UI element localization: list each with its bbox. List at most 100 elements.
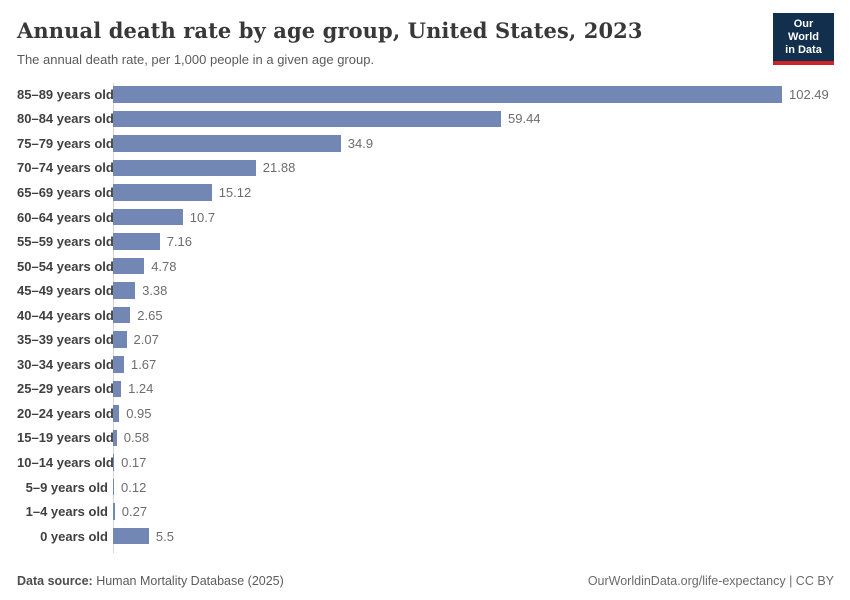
bar-track: 59.44	[113, 107, 834, 132]
bar-track: 102.49	[113, 82, 834, 107]
category-label: 40–44 years old	[17, 307, 114, 323]
footer-attribution: OurWorldinData.org/life-expectancy | CC …	[588, 574, 834, 588]
bar-row: 35–39 years old 2.07	[17, 327, 834, 352]
category-label: 20–24 years old	[17, 405, 114, 421]
category-label: 45–49 years old	[17, 283, 114, 299]
category-label: 60–64 years old	[17, 209, 114, 225]
data-source: Data source: Human Mortality Database (2…	[17, 574, 284, 588]
bar	[113, 159, 256, 177]
bar-track: 15.12	[113, 180, 834, 205]
owid-logo-line1: Our World	[788, 18, 819, 43]
bar-track: 0.58	[113, 426, 834, 451]
bar	[113, 478, 114, 496]
value-label: 0.58	[123, 430, 150, 446]
owid-logo-line2: in Data	[785, 44, 822, 56]
bar	[113, 356, 124, 373]
bar-track: 2.65	[113, 303, 834, 328]
bar-row: 45–49 years old 3.38	[17, 278, 834, 303]
bar	[113, 233, 160, 250]
bar	[113, 454, 115, 471]
bar-row: 65–69 years old 15.12	[17, 180, 834, 205]
bar	[113, 208, 183, 226]
bar	[113, 257, 145, 275]
bar-row: 5–9 years old 0.12	[17, 475, 834, 500]
bar-row: 70–74 years old 21.88	[17, 156, 834, 181]
bar-track: 4.78	[113, 254, 834, 279]
footer-link[interactable]: OurWorldinData.org/life-expectancy	[587, 574, 786, 588]
bar-track: 34.9	[113, 131, 834, 156]
bar-track: 1.24	[113, 377, 834, 402]
bar	[113, 527, 149, 545]
bar-row: 15–19 years old 0.58	[17, 426, 834, 451]
bar-row: 55–59 years old 7.16	[17, 229, 834, 254]
value-label: 0.95	[126, 405, 152, 421]
bar-chart: 85–89 years old 102.49 80–84 years old 59.4…	[17, 82, 834, 554]
value-label: 7.16	[166, 234, 192, 250]
bar-row: 30–34 years old 1.67	[17, 352, 834, 377]
bar-row: 10–14 years old 0.17	[17, 450, 834, 475]
chart-title: Annual death rate by age group, United S…	[17, 18, 643, 43]
footer-license: CC BY	[795, 574, 834, 588]
bar	[113, 503, 115, 520]
value-label: 0.17	[121, 454, 147, 470]
bar-track: 1.67	[113, 352, 834, 377]
bar	[113, 110, 501, 128]
bar-track: 5.5	[113, 524, 834, 549]
value-label: 59.44	[508, 111, 541, 127]
value-label: 102.49	[789, 86, 829, 102]
bar	[113, 331, 127, 348]
category-label: 75–79 years old	[17, 135, 114, 151]
bar-row: 20–24 years old 0.95	[17, 401, 834, 426]
bar	[113, 306, 131, 324]
category-label: 25–29 years old	[17, 381, 114, 397]
bar-row: 1–4 years old 0.27	[17, 499, 834, 524]
bar-row: 80–84 years old 59.44	[17, 107, 834, 132]
bar-row: 0 years old 5.5	[17, 524, 834, 549]
bar	[113, 405, 120, 422]
category-label: 80–84 years old	[17, 111, 114, 127]
bar	[113, 184, 212, 201]
chart-subtitle: The annual death rate, per 1,000 people …	[17, 52, 375, 67]
data-source-label: Data source:	[17, 574, 93, 588]
bar-row: 50–54 years old 4.78	[17, 254, 834, 279]
value-label: 21.88	[262, 160, 296, 176]
bar-track: 10.7	[113, 205, 834, 230]
bar	[113, 135, 341, 152]
value-label: 2.65	[137, 307, 163, 323]
value-label: 1.24	[128, 381, 154, 397]
value-label: 1.67	[130, 356, 157, 372]
bar-row: 25–29 years old 1.24	[17, 377, 834, 402]
category-label: 70–74 years old	[17, 160, 114, 176]
value-label: 4.78	[151, 258, 177, 274]
value-label: 0.12	[121, 479, 147, 495]
chart-footer: Data source: Human Mortality Database (2…	[17, 574, 834, 588]
bar-track: 0.17	[113, 450, 834, 475]
category-label: 30–34 years old	[17, 356, 114, 372]
category-label: 1–4 years old	[25, 504, 108, 520]
bar	[113, 282, 136, 299]
category-label: 0 years old	[40, 528, 108, 544]
value-label: 34.9	[347, 135, 374, 151]
category-label: 85–89 years old	[17, 86, 114, 102]
bar-rows: 85–89 years old 102.49 80–84 years old 59.4…	[17, 82, 834, 548]
category-label: 50–54 years old	[17, 258, 114, 274]
bar-track: 21.88	[113, 156, 834, 181]
owid-logo[interactable]: Our World in Data	[773, 13, 834, 65]
bar-row: 60–64 years old 10.7	[17, 205, 834, 230]
category-label: 15–19 years old	[17, 430, 114, 446]
category-label: 55–59 years old	[17, 234, 114, 250]
value-label: 5.5	[155, 528, 174, 544]
value-label: 15.12	[218, 184, 252, 200]
bar-row: 85–89 years old 102.49	[17, 82, 834, 107]
bar-track: 7.16	[113, 229, 834, 254]
bar-row: 75–79 years old 34.9	[17, 131, 834, 156]
bar-track: 2.07	[113, 327, 834, 352]
footer-separator: |	[785, 574, 796, 588]
category-label: 65–69 years old	[17, 184, 114, 200]
bar	[113, 429, 117, 447]
bar	[113, 380, 122, 398]
data-source-value: Human Mortality Database (2025)	[92, 574, 284, 588]
value-label: 3.38	[142, 283, 168, 299]
chart-header: Annual death rate by age group, United S…	[0, 0, 850, 68]
